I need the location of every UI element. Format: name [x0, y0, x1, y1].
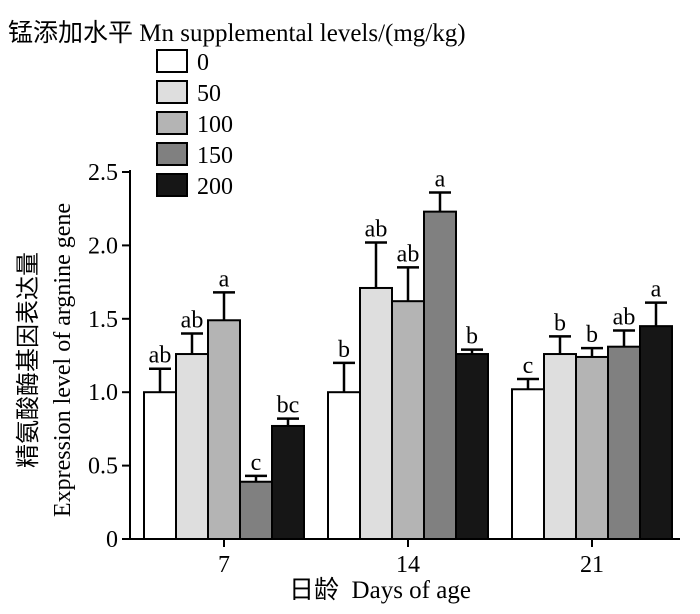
bar: [543, 353, 577, 541]
bar: [359, 286, 393, 540]
significance-label: ab: [181, 307, 204, 333]
significance-label: ab: [365, 216, 388, 242]
bar: [639, 325, 673, 541]
y-tick-label: 0.5: [88, 454, 118, 480]
x-tick-label: 14: [396, 552, 420, 578]
x-axis: 7 14 21: [130, 538, 680, 578]
x-axis-label: 日龄 Days of age: [289, 576, 471, 604]
x-tick-label: 7: [218, 552, 230, 578]
bar: [143, 391, 177, 541]
significance-label: b: [466, 324, 478, 350]
bar: [511, 388, 545, 540]
y-tick-label: 1.0: [88, 380, 118, 406]
significance-label: a: [219, 266, 230, 292]
significance-label: ab: [149, 343, 172, 369]
bar: [239, 480, 273, 540]
legend-label: 100: [197, 112, 233, 138]
bar: [207, 319, 241, 540]
y-tick-label: 2.0: [88, 233, 118, 259]
bar: [575, 355, 609, 540]
y-axis-label-cn: 精氨酸酶基因表达量: [15, 252, 42, 468]
y-tick-label: 1.5: [88, 307, 118, 333]
significance-label: b: [586, 322, 598, 348]
significance-label: a: [435, 167, 446, 193]
bar: [271, 424, 305, 540]
legend-swatch: [156, 173, 188, 197]
y-tick-label: 0: [106, 527, 118, 553]
legend-swatch: [156, 111, 188, 135]
significance-label: b: [554, 310, 566, 336]
bar: [175, 353, 209, 541]
significance-label: c: [523, 353, 534, 379]
y-axis: 0 0.5 1.0 1.5 2.0 2.5: [88, 160, 131, 553]
legend: 0 50 100 150 200: [156, 49, 233, 200]
legend-swatch: [156, 49, 188, 73]
bar: [423, 210, 457, 541]
significance-label: b: [338, 337, 350, 363]
legend-swatch: [156, 142, 188, 166]
legend-swatch: [156, 80, 188, 104]
significance-label: ab: [397, 241, 420, 267]
significance-label: ab: [613, 305, 636, 331]
significance-label: c: [251, 450, 262, 476]
x-tick-label: 21: [580, 552, 604, 578]
legend-label: 150: [197, 143, 233, 169]
legend-title: 锰添加水平 Mn supplemental levels/(mg/kg): [8, 19, 466, 47]
bar: [327, 391, 361, 541]
significance-label: bc: [277, 393, 300, 419]
significance-label: a: [651, 277, 662, 303]
legend-label: 0: [197, 50, 209, 76]
y-axis-label-en: Expression level of argnine gene: [50, 203, 76, 517]
bar: [391, 300, 425, 540]
legend-label: 50: [197, 81, 221, 107]
legend-label: 200: [197, 174, 233, 200]
y-tick-label: 2.5: [88, 160, 118, 186]
bar: [455, 353, 489, 541]
bar: [607, 345, 641, 540]
